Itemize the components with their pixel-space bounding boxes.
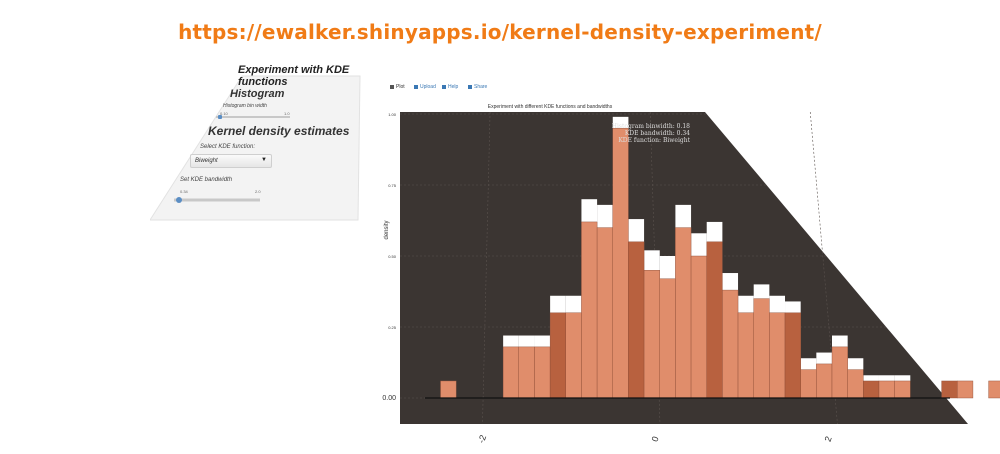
- histogram-bar: [706, 241, 723, 399]
- histogram-bar: [502, 346, 520, 399]
- histogram-bar: [894, 380, 911, 399]
- histogram-bar: [612, 127, 629, 399]
- tab-share[interactable]: Share: [468, 84, 487, 90]
- histogram-bar: [941, 380, 958, 399]
- tab-bar: Plot Upload Help Share: [388, 84, 718, 94]
- kde-function-value: Biweight: [195, 158, 218, 164]
- histogram-bar: [784, 312, 801, 399]
- y-tick-label: 0.50: [388, 254, 397, 259]
- bandwidth-label: Set KDE bandwidth: [180, 177, 233, 183]
- tab-help[interactable]: Help: [442, 84, 458, 90]
- histogram-bar: [957, 380, 974, 399]
- histogram-bar: [690, 255, 707, 399]
- x-tick-label: 2: [823, 435, 834, 443]
- histogram-bar: [628, 241, 645, 399]
- annotation-bandwidth: KDE bandwidth: 0.34: [625, 130, 690, 137]
- binwidth-min-label: 0.10: [220, 111, 228, 116]
- x-tick-label: 0: [650, 435, 661, 443]
- histogram-bar: [831, 346, 848, 399]
- histogram-bar: [581, 221, 598, 399]
- bandwidth-max-label: 2.0: [255, 189, 261, 194]
- tab-upload[interactable]: Upload: [414, 84, 436, 90]
- y-tick-label: 1.00: [388, 112, 397, 117]
- histogram-bar: [816, 363, 833, 399]
- axis-layer: 0.00 0.25 0.50 0.75 1.00 -2 0 2: [382, 112, 950, 444]
- y-axis-label: density: [384, 220, 390, 239]
- file-icon: [414, 84, 418, 89]
- chart-title: Experiment with different KDE functions …: [488, 104, 613, 110]
- bandwidth-slider-handle: [176, 197, 182, 203]
- histogram-bar: [863, 380, 880, 399]
- binwidth-label: Histogram bin width: [223, 103, 267, 109]
- histogram-bar: [549, 312, 566, 399]
- histogram-bar: [847, 369, 864, 399]
- binwidth-max-label: 1.0: [284, 111, 290, 116]
- app-title: Experiment with KDE functions: [238, 64, 350, 88]
- kde-heading: Kernel density estimates: [208, 124, 350, 138]
- histogram-bar: [518, 346, 535, 399]
- histogram-bar: [596, 227, 613, 399]
- x-tick-label: -2: [476, 433, 488, 444]
- control-panel: Experiment with KDE functions Histogram …: [150, 62, 365, 222]
- binwidth-slider-handle: [218, 115, 222, 119]
- y-tick-label: 0.00: [382, 395, 396, 402]
- annotation-binwidth: Histogram binwidth: 0.18: [612, 123, 690, 130]
- histogram-bar: [753, 298, 770, 399]
- histogram-bar: [988, 380, 1000, 399]
- histogram-bar: [675, 227, 692, 399]
- x-gridline: [482, 111, 491, 425]
- histogram-bar: [643, 270, 660, 399]
- histogram-bar: [737, 312, 754, 399]
- info-icon: [442, 84, 446, 89]
- share-icon: [468, 84, 472, 89]
- panel-background: [150, 75, 361, 221]
- histogram-bar: [722, 289, 739, 399]
- histogram-bar: [659, 278, 676, 399]
- kde-function-select[interactable]: Biweight ▼: [190, 154, 272, 168]
- histogram-bar: [565, 312, 582, 399]
- histogram-bar: [878, 380, 895, 399]
- histogram-bar: [769, 312, 786, 399]
- bars-layer: [440, 116, 1000, 399]
- y-tick-label: 0.75: [388, 183, 397, 188]
- histogram-heading: Histogram: [230, 88, 285, 100]
- chevron-down-icon: ▼: [261, 157, 267, 163]
- histogram-bar: [534, 346, 551, 399]
- bandwidth-min-label: 0.34: [180, 189, 188, 194]
- kde-function-label: Select KDE function:: [200, 144, 256, 150]
- url-banner[interactable]: https://ewalker.shinyapps.io/kernel-dens…: [178, 20, 822, 44]
- histogram-bar: [800, 369, 817, 399]
- y-tick-label: 0.25: [388, 325, 397, 330]
- histogram-bar: [440, 380, 457, 399]
- annotation-kde-function: KDE function: Biweight: [618, 137, 690, 144]
- bar-chart-icon: [390, 84, 394, 89]
- tab-plot[interactable]: Plot: [390, 84, 405, 90]
